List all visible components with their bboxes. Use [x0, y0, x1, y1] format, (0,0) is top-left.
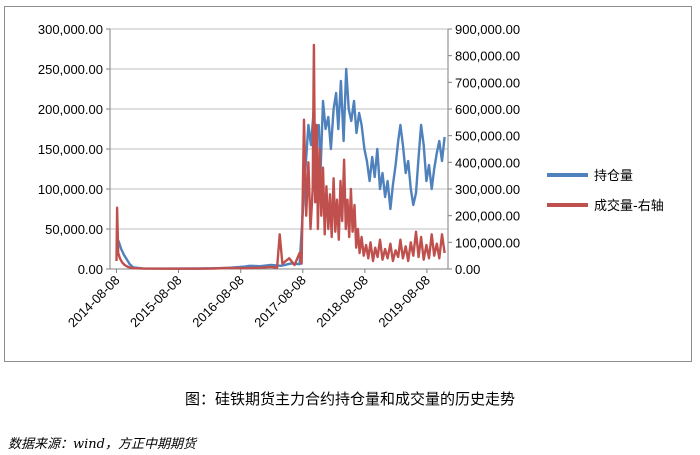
y-right-tick-label: 500,000.00	[455, 129, 520, 144]
y-right-tick-label: 300,000.00	[455, 182, 520, 197]
y-right-tick-label: 200,000.00	[455, 209, 520, 224]
x-tick-label: 2018-08-08	[313, 273, 371, 331]
series-line	[115, 67, 446, 270]
y-right-tick-label: 100,000.00	[455, 235, 520, 250]
y-right-tick-label: 700,000.00	[455, 75, 520, 90]
y-left-tick-label: 200,000.00	[38, 102, 103, 117]
x-tick-label: 2019-08-08	[375, 273, 433, 331]
y-right-tick-label: 600,000.00	[455, 102, 520, 117]
series-line	[115, 43, 446, 270]
y-left-tick-label: 300,000.00	[38, 22, 103, 37]
y-right-tick-label: 0.00	[455, 262, 480, 277]
x-tick-label: 2017-08-08	[251, 273, 309, 331]
x-tick-label: 2015-08-08	[127, 273, 185, 331]
y-left-tick-label: 150,000.00	[38, 142, 103, 157]
legend-label: 成交量-右轴	[594, 198, 664, 214]
y-left-tick-label: 250,000.00	[38, 62, 103, 77]
y-right-tick-label: 900,000.00	[455, 22, 520, 37]
y-left-tick-label: 50,000.00	[45, 222, 103, 237]
data-source-note: 数据来源：wind，方正中期期货	[8, 437, 196, 452]
y-right-tick-label: 400,000.00	[455, 155, 520, 170]
legend-label: 持仓量	[594, 169, 633, 184]
chart-frame: 0.00 50,000.00 100,000.00 150,000.00 200,000…	[4, 6, 692, 362]
chart-canvas: 0.00 50,000.00 100,000.00 150,000.00 200,000…	[38, 22, 664, 331]
figure-caption: 图：硅铁期货主力合约持仓量和成交量的历史走势	[184, 390, 515, 408]
y-left-tick-label: 100,000.00	[38, 182, 103, 197]
x-tick-label: 2014-08-08	[65, 273, 123, 331]
y-left-tick-label: 0.00	[78, 262, 103, 277]
x-tick-label: 2016-08-08	[189, 273, 247, 331]
y-right-tick-label: 800,000.00	[455, 49, 520, 64]
